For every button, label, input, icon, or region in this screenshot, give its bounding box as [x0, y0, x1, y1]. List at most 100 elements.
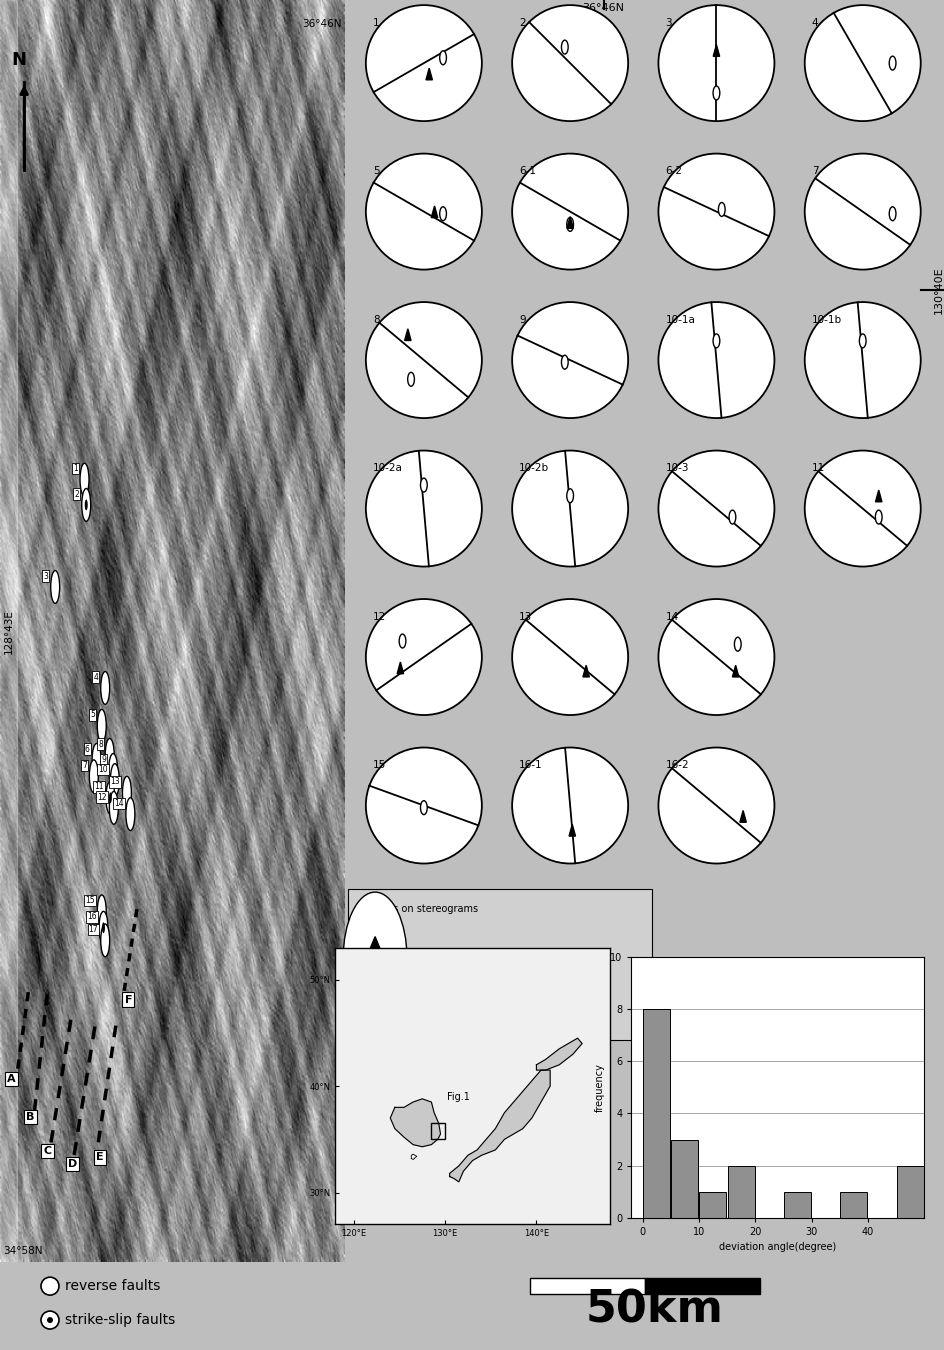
Text: 11: 11	[811, 463, 824, 474]
Text: 50km: 50km	[585, 1287, 723, 1330]
Circle shape	[420, 478, 427, 491]
Text: C: C	[43, 1146, 52, 1156]
Ellipse shape	[365, 302, 481, 418]
Text: 16-1: 16-1	[518, 760, 542, 771]
Y-axis label: frequency: frequency	[594, 1062, 604, 1112]
Circle shape	[858, 333, 865, 348]
Ellipse shape	[658, 748, 774, 864]
Text: A: A	[7, 1075, 15, 1084]
Text: 7: 7	[811, 166, 818, 177]
Text: 14: 14	[665, 612, 678, 622]
Text: N: N	[11, 51, 26, 69]
Text: 9: 9	[101, 755, 106, 764]
Text: 7: 7	[82, 761, 87, 770]
Ellipse shape	[804, 451, 919, 567]
Circle shape	[713, 333, 719, 348]
Text: 17: 17	[89, 925, 98, 934]
Polygon shape	[426, 68, 432, 80]
Polygon shape	[713, 45, 719, 57]
Polygon shape	[404, 329, 411, 340]
Ellipse shape	[365, 5, 481, 122]
Text: 17: 17	[518, 909, 531, 919]
Polygon shape	[430, 207, 437, 217]
Ellipse shape	[512, 451, 628, 567]
Ellipse shape	[365, 896, 481, 1012]
Text: 3: 3	[665, 18, 671, 28]
Text: Fig.1: Fig.1	[447, 1092, 469, 1102]
Text: 8: 8	[373, 315, 379, 325]
Text: calculated maximum
resolved shear stress: calculated maximum resolved shear stress	[399, 963, 496, 983]
Text: strike-slip faults: strike-slip faults	[65, 1314, 175, 1327]
Circle shape	[888, 57, 895, 70]
Circle shape	[109, 792, 111, 803]
Circle shape	[717, 202, 724, 216]
Text: D: D	[68, 1158, 77, 1169]
Text: 4: 4	[811, 18, 818, 28]
Text: 8: 8	[98, 740, 103, 748]
Text: 36°46N: 36°46N	[582, 3, 624, 12]
Ellipse shape	[658, 302, 774, 418]
Text: 11: 11	[93, 783, 103, 791]
Ellipse shape	[512, 154, 628, 270]
Circle shape	[713, 86, 719, 100]
Text: 6-1: 6-1	[518, 166, 535, 177]
Ellipse shape	[658, 451, 774, 567]
Text: 36°46N: 36°46N	[302, 19, 341, 28]
Ellipse shape	[512, 896, 628, 1012]
Circle shape	[729, 510, 735, 524]
Text: 1: 1	[373, 18, 379, 28]
Circle shape	[99, 911, 108, 944]
Text: B: B	[26, 1112, 35, 1122]
Ellipse shape	[804, 154, 919, 270]
Text: 2: 2	[75, 490, 79, 498]
Polygon shape	[732, 666, 738, 676]
Bar	[643, 1010, 669, 1218]
Text: 10-1b: 10-1b	[811, 315, 841, 325]
Polygon shape	[739, 810, 746, 822]
Ellipse shape	[512, 748, 628, 864]
Text: 2: 2	[518, 18, 525, 28]
Text: 14: 14	[113, 799, 124, 807]
Circle shape	[41, 1277, 59, 1295]
Text: slickenside lineation: slickenside lineation	[399, 953, 491, 963]
Circle shape	[92, 744, 101, 776]
Text: 6: 6	[85, 745, 90, 753]
Ellipse shape	[365, 748, 481, 864]
Circle shape	[102, 922, 105, 933]
Ellipse shape	[365, 599, 481, 716]
Text: 16: 16	[87, 913, 96, 922]
Polygon shape	[874, 490, 881, 502]
Circle shape	[126, 798, 135, 830]
X-axis label: deviation angle(degree): deviation angle(degree)	[718, 1242, 835, 1253]
Text: 5: 5	[373, 166, 379, 177]
Circle shape	[110, 791, 118, 825]
Ellipse shape	[804, 302, 919, 418]
Text: 12: 12	[97, 792, 107, 802]
Text: 10-2a: 10-2a	[373, 463, 402, 474]
Text: E: E	[96, 1153, 104, 1162]
Ellipse shape	[512, 5, 628, 122]
Circle shape	[51, 571, 59, 603]
Circle shape	[106, 782, 115, 814]
Polygon shape	[566, 216, 573, 228]
Circle shape	[596, 956, 603, 969]
Circle shape	[561, 40, 567, 54]
Text: 4: 4	[93, 672, 98, 682]
Bar	[670, 1139, 698, 1218]
Ellipse shape	[658, 154, 774, 270]
Circle shape	[90, 760, 98, 792]
Circle shape	[105, 738, 114, 771]
Circle shape	[420, 801, 427, 814]
Polygon shape	[568, 825, 575, 836]
Text: 10-2b: 10-2b	[518, 463, 548, 474]
FancyBboxPatch shape	[347, 888, 651, 1041]
Text: 6-2: 6-2	[665, 166, 682, 177]
Circle shape	[398, 634, 405, 648]
Circle shape	[82, 489, 91, 521]
Text: 10-1a: 10-1a	[665, 315, 695, 325]
Circle shape	[109, 753, 117, 787]
Bar	[530, 1278, 645, 1295]
Circle shape	[420, 913, 427, 927]
Circle shape	[97, 895, 106, 927]
Circle shape	[110, 764, 119, 796]
